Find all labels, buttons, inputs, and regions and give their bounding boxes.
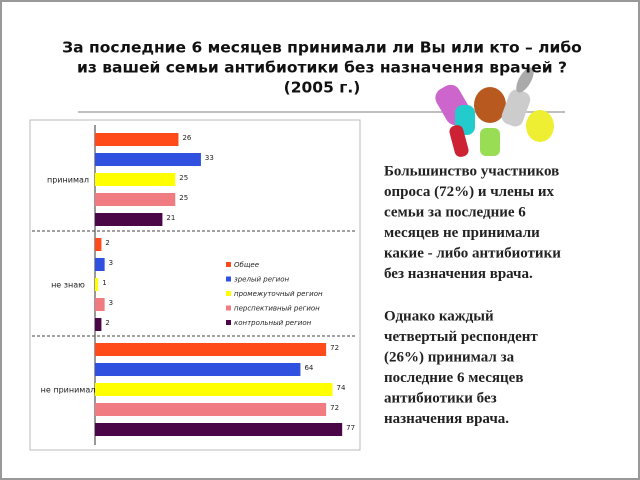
bar	[95, 403, 327, 416]
bar	[95, 153, 201, 166]
value-label: 3	[109, 299, 113, 307]
value-label: 1	[102, 279, 106, 287]
legend-swatch	[226, 276, 231, 282]
bar	[95, 278, 99, 291]
category-label: не знаю	[51, 281, 85, 290]
paragraph-line: какие - либо антибиотики	[384, 245, 561, 261]
category-label: не принимал	[41, 386, 96, 395]
slide-title: из вашей семьи антибиотики без назначени…	[77, 59, 567, 77]
bar	[95, 193, 176, 206]
pills-illustration	[435, 67, 554, 157]
paragraph-line: без назначения врача.	[384, 266, 533, 282]
bar	[95, 133, 179, 146]
paragraph-line: семьи за последние 6	[384, 204, 526, 220]
value-label: 3	[109, 259, 113, 267]
bar	[95, 423, 343, 436]
paragraph-line: (26%) принимал за	[384, 349, 515, 365]
value-label: 26	[182, 134, 191, 142]
legend-label: контрольный регион	[234, 319, 312, 327]
paragraph-line: антибиотики без	[384, 390, 497, 406]
value-label: 72	[330, 344, 339, 352]
bar	[95, 298, 105, 311]
legend-swatch	[226, 320, 231, 325]
paragraph-line: четвертый респондент	[384, 329, 538, 345]
bar	[95, 383, 333, 396]
value-label: 2	[105, 239, 109, 247]
legend-label: промежуточный регион	[234, 290, 323, 298]
value-label: 2	[105, 319, 109, 327]
bar	[95, 238, 102, 251]
slide-title: (2005 г.)	[284, 79, 361, 97]
bar	[95, 173, 176, 186]
paragraph-line: назначения врача.	[384, 411, 509, 427]
paragraph-line: опроса (72%) и члены их	[384, 184, 554, 200]
category-label: принимал	[47, 176, 89, 185]
value-label: 77	[346, 424, 355, 432]
paragraph-line: Большинство участников	[384, 163, 559, 179]
legend-label: зрелый регион	[234, 276, 290, 284]
value-label: 21	[166, 214, 175, 222]
legend-swatch	[226, 291, 231, 296]
bar	[95, 318, 102, 331]
value-label: 25	[179, 174, 188, 182]
legend-swatch	[226, 262, 231, 267]
bar	[95, 363, 301, 376]
bar	[95, 258, 105, 271]
value-label: 72	[330, 404, 339, 412]
value-label: 25	[179, 194, 188, 202]
paragraph-line: месяцев не принимали	[384, 225, 540, 241]
paragraph-line: Однако каждый	[384, 308, 494, 324]
value-label: 74	[337, 384, 346, 392]
value-label: 33	[205, 154, 214, 162]
value-label: 64	[304, 364, 313, 372]
bar	[95, 343, 327, 356]
slide-title: За последние 6 месяцев принимали ли Вы и…	[62, 39, 582, 57]
bar	[95, 213, 163, 226]
legend-label: перспективный регион	[234, 305, 320, 313]
legend-swatch	[226, 305, 231, 311]
legend-label: Общее	[234, 261, 259, 269]
paragraph-line: последние 6 месяцев	[384, 370, 523, 386]
